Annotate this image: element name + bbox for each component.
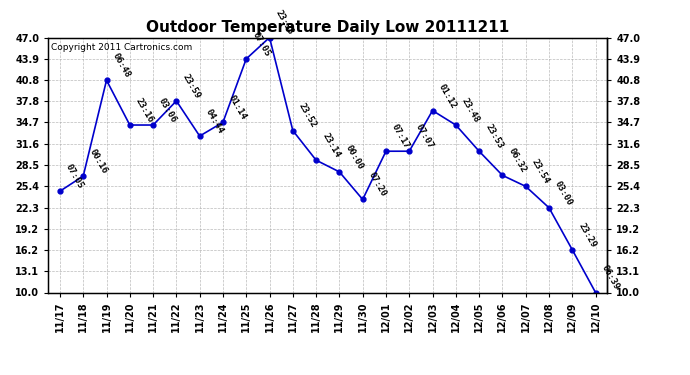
Text: 23:59: 23:59 xyxy=(181,72,201,100)
Text: 00:16: 00:16 xyxy=(88,147,108,175)
Text: 06:32: 06:32 xyxy=(506,147,528,174)
Text: 23:16: 23:16 xyxy=(134,96,155,124)
Text: 00:00: 00:00 xyxy=(344,143,365,171)
Text: 07:17: 07:17 xyxy=(390,123,411,150)
Text: 23:48: 23:48 xyxy=(460,96,481,124)
Text: 07:20: 07:20 xyxy=(367,171,388,199)
Text: 06:48: 06:48 xyxy=(110,52,132,80)
Title: Outdoor Temperature Daily Low 20111211: Outdoor Temperature Daily Low 20111211 xyxy=(146,20,509,35)
Text: 04:44: 04:44 xyxy=(204,108,225,135)
Text: 23:54: 23:54 xyxy=(530,158,551,186)
Text: 23:14: 23:14 xyxy=(320,132,342,159)
Text: 23:52: 23:52 xyxy=(297,102,318,130)
Text: 23:53: 23:53 xyxy=(483,123,504,150)
Text: 23:29: 23:29 xyxy=(576,221,598,249)
Text: 07:07: 07:07 xyxy=(413,123,435,150)
Text: Copyright 2011 Cartronics.com: Copyright 2011 Cartronics.com xyxy=(51,43,193,52)
Text: 06:39: 06:39 xyxy=(600,264,621,292)
Text: 01:12: 01:12 xyxy=(437,82,458,110)
Text: 07:05: 07:05 xyxy=(64,163,86,190)
Text: 23:58: 23:58 xyxy=(274,9,295,37)
Text: 07:05: 07:05 xyxy=(250,30,272,58)
Text: 03:06: 03:06 xyxy=(157,96,179,124)
Text: 03:00: 03:00 xyxy=(553,179,574,207)
Text: 01:14: 01:14 xyxy=(227,94,248,122)
